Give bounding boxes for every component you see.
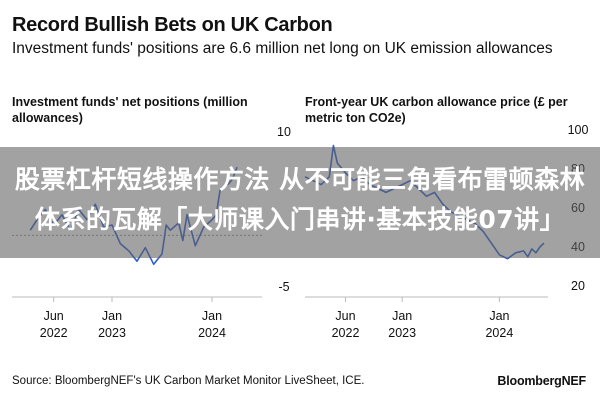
right-y-tick-label: 20 bbox=[571, 279, 585, 293]
chart-title: Record Bullish Bets on UK Carbon bbox=[12, 14, 333, 36]
source-note: Source: BloombergNEF's UK Carbon Market … bbox=[12, 375, 365, 387]
right-x-tick-year: 2022 bbox=[332, 326, 360, 340]
brand-logo: BloombergNEF bbox=[497, 374, 586, 388]
right-x-tick-year: 2023 bbox=[388, 326, 416, 340]
left-panel-title: Investment funds' net positions (million… bbox=[12, 95, 248, 125]
left-y-tick-label: 10 bbox=[277, 125, 291, 139]
left-x-tick-label: Jan bbox=[102, 309, 122, 323]
right-x-tick-label: Jan bbox=[392, 309, 412, 323]
right-panel-title: Front-year UK carbon allowance price (£ … bbox=[305, 95, 568, 125]
caption-line-2: 体系的瓦解「大师课入门串讲·基本技能07讲」 bbox=[34, 205, 566, 234]
caption-overlay-text: 股票杠杆短线操作方法 从不可能三角看布雷顿森林 体系的瓦解「大师课入门串讲·基本… bbox=[0, 160, 600, 240]
right-x-tick-label: Jan bbox=[489, 309, 509, 323]
left-x-tick-label: Jun bbox=[44, 309, 64, 323]
left-x-tick-year: 2022 bbox=[40, 326, 68, 340]
chart-subtitle: Investment funds' positions are 6.6 mill… bbox=[12, 40, 553, 57]
right-x-tick-year: 2024 bbox=[485, 326, 513, 340]
right-y-tick-label: 100 bbox=[568, 123, 589, 137]
left-x-tick-label: Jan bbox=[202, 309, 222, 323]
caption-line-1: 股票杠杆短线操作方法 从不可能三角看布雷顿森林 bbox=[14, 165, 586, 194]
left-x-tick-year: 2023 bbox=[98, 326, 126, 340]
right-x-tick-label: Jun bbox=[335, 309, 355, 323]
left-y-tick-label: -5 bbox=[278, 280, 289, 294]
left-x-tick-year: 2024 bbox=[198, 326, 226, 340]
caption-overlay bbox=[0, 147, 600, 258]
